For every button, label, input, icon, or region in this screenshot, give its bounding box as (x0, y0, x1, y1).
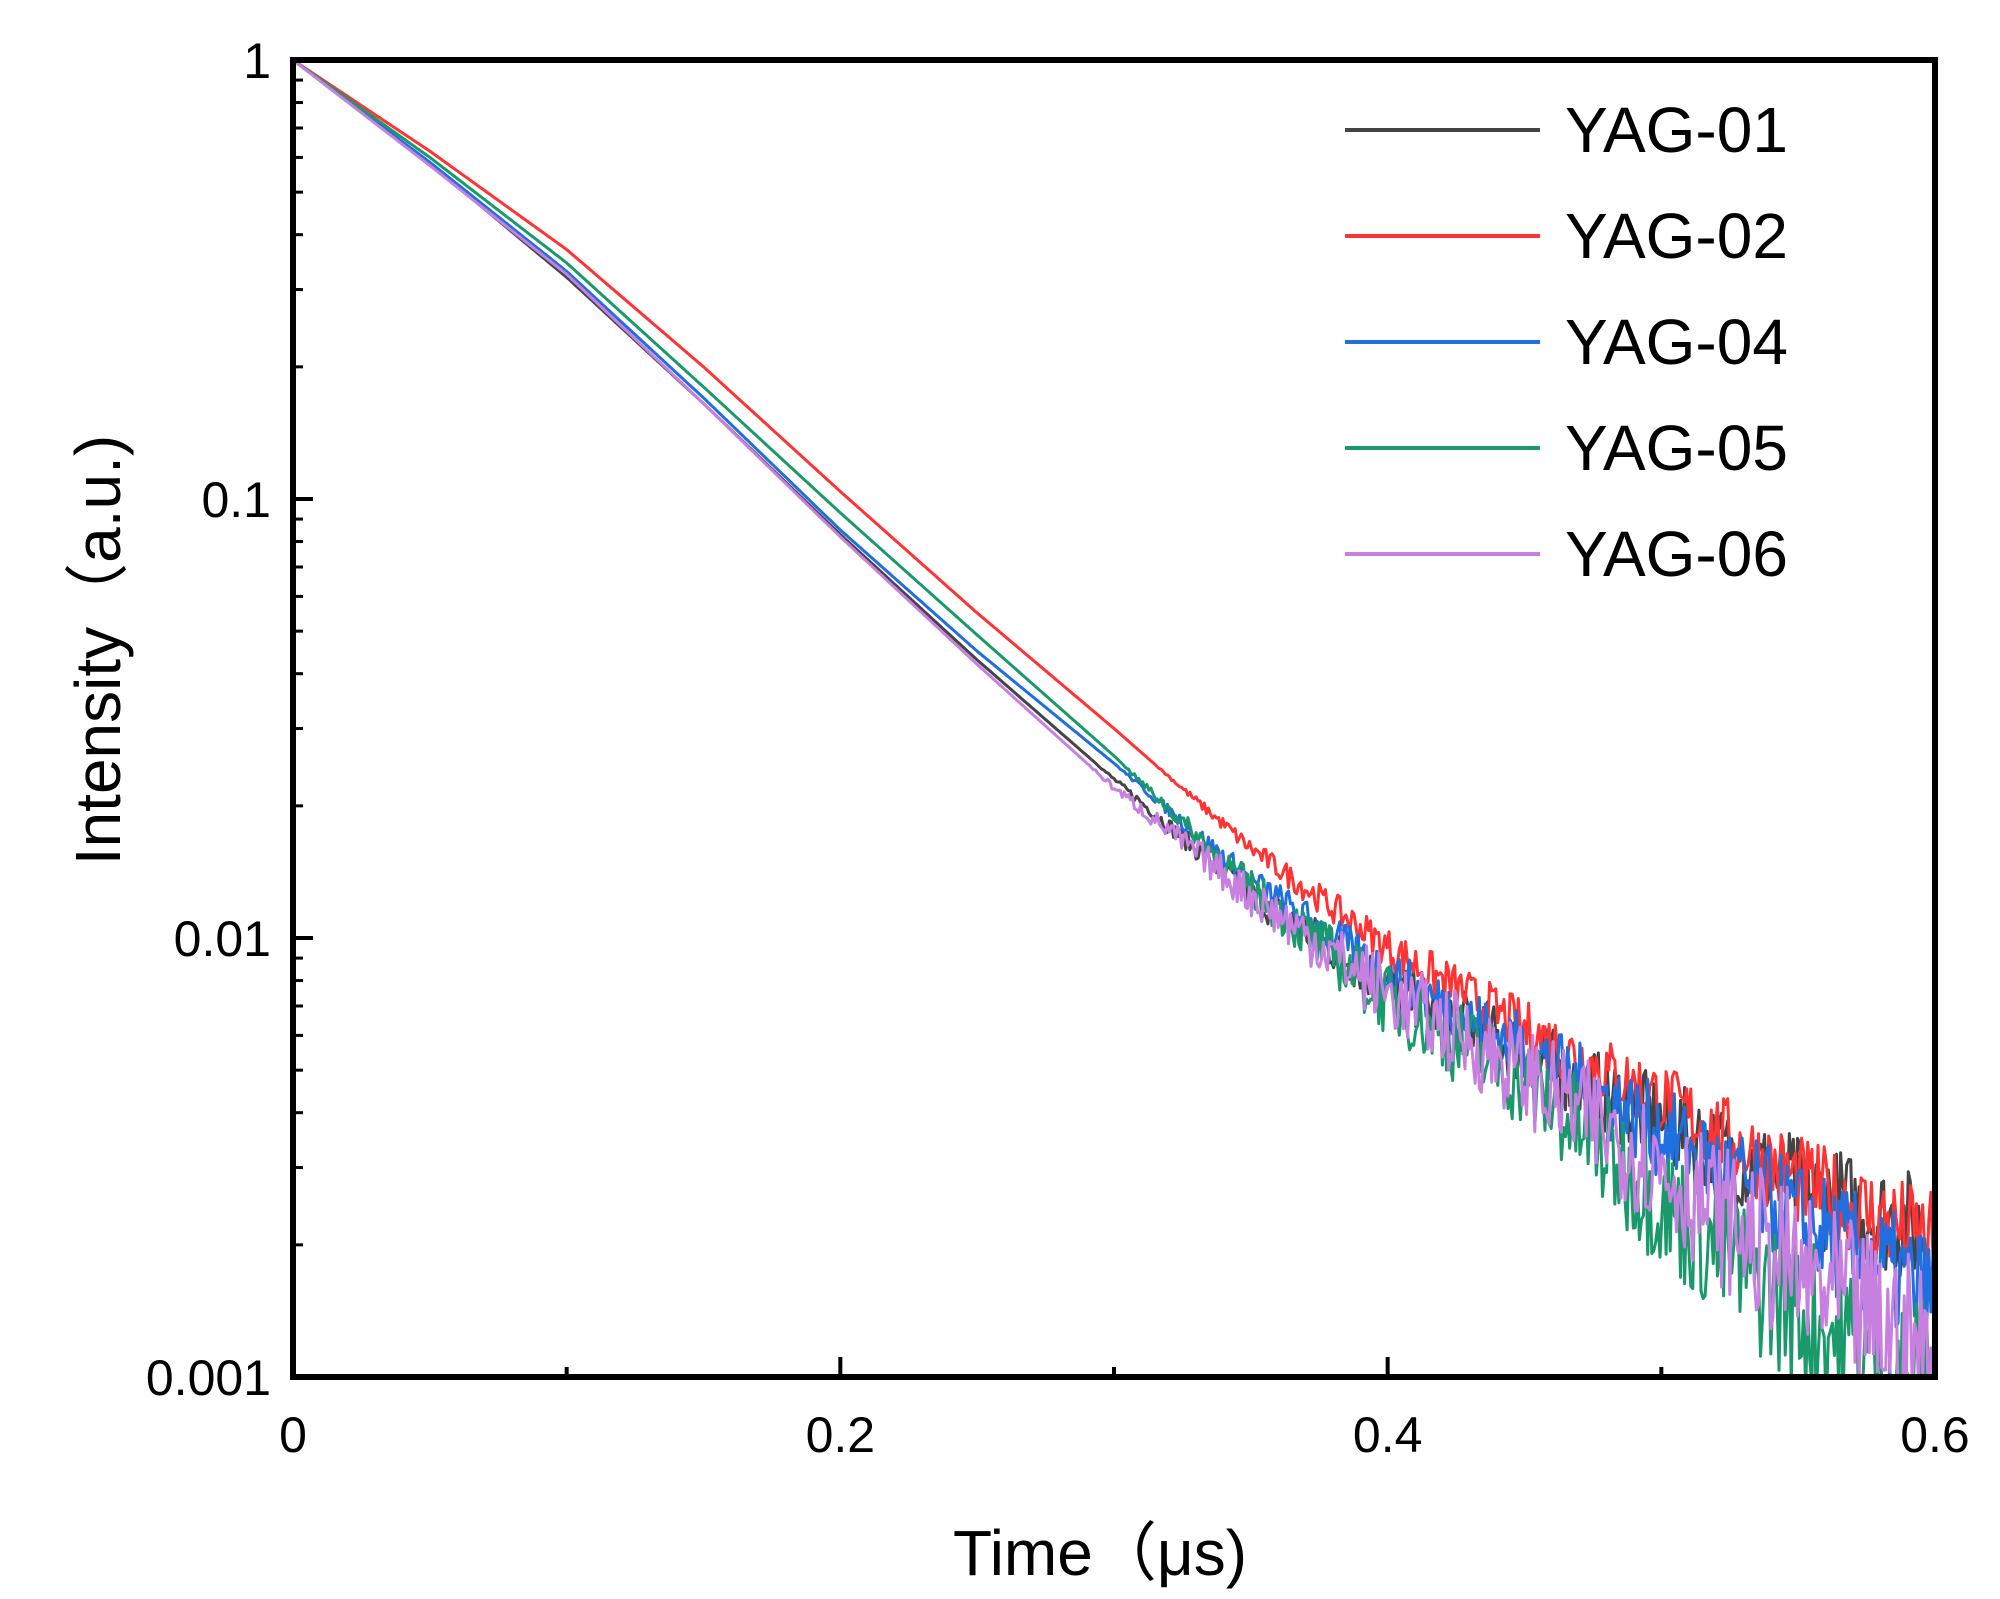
legend: YAG-01 YAG-02 YAG-04 YAG-05 YAG-06 (1345, 94, 1788, 590)
y-tick-label: 0.1 (201, 472, 271, 528)
legend-label: YAG-04 (1565, 306, 1788, 378)
series-line-yag-06 (293, 60, 1934, 1377)
x-axis-title: Time（μs) (953, 1517, 1247, 1589)
legend-label: YAG-06 (1565, 518, 1788, 590)
x-tick-label: 0.2 (806, 1407, 876, 1463)
legend-label: YAG-02 (1565, 200, 1788, 272)
series-layer (293, 60, 1935, 1377)
series-line-yag-01 (293, 60, 1935, 1294)
x-tick-label: 0 (279, 1407, 307, 1463)
x-tick-label: 0.4 (1353, 1407, 1423, 1463)
series-line-yag-05 (293, 60, 1931, 1377)
y-axis-title: Intensity（a.u.) (62, 435, 134, 865)
series-line-yag-04 (293, 60, 1935, 1360)
legend-label: YAG-05 (1565, 412, 1788, 484)
series-line-yag-02 (293, 60, 1935, 1275)
y-tick-label: 0.001 (146, 1350, 271, 1406)
y-tick-label: 1 (243, 33, 271, 89)
x-tick-label: 0.6 (1900, 1407, 1970, 1463)
y-tick-label: 0.01 (174, 911, 271, 967)
legend-label: YAG-01 (1565, 94, 1788, 166)
ticks-layer: 0 0.2 0.4 0.6 1 0.1 0.01 0.001 (146, 33, 1970, 1463)
